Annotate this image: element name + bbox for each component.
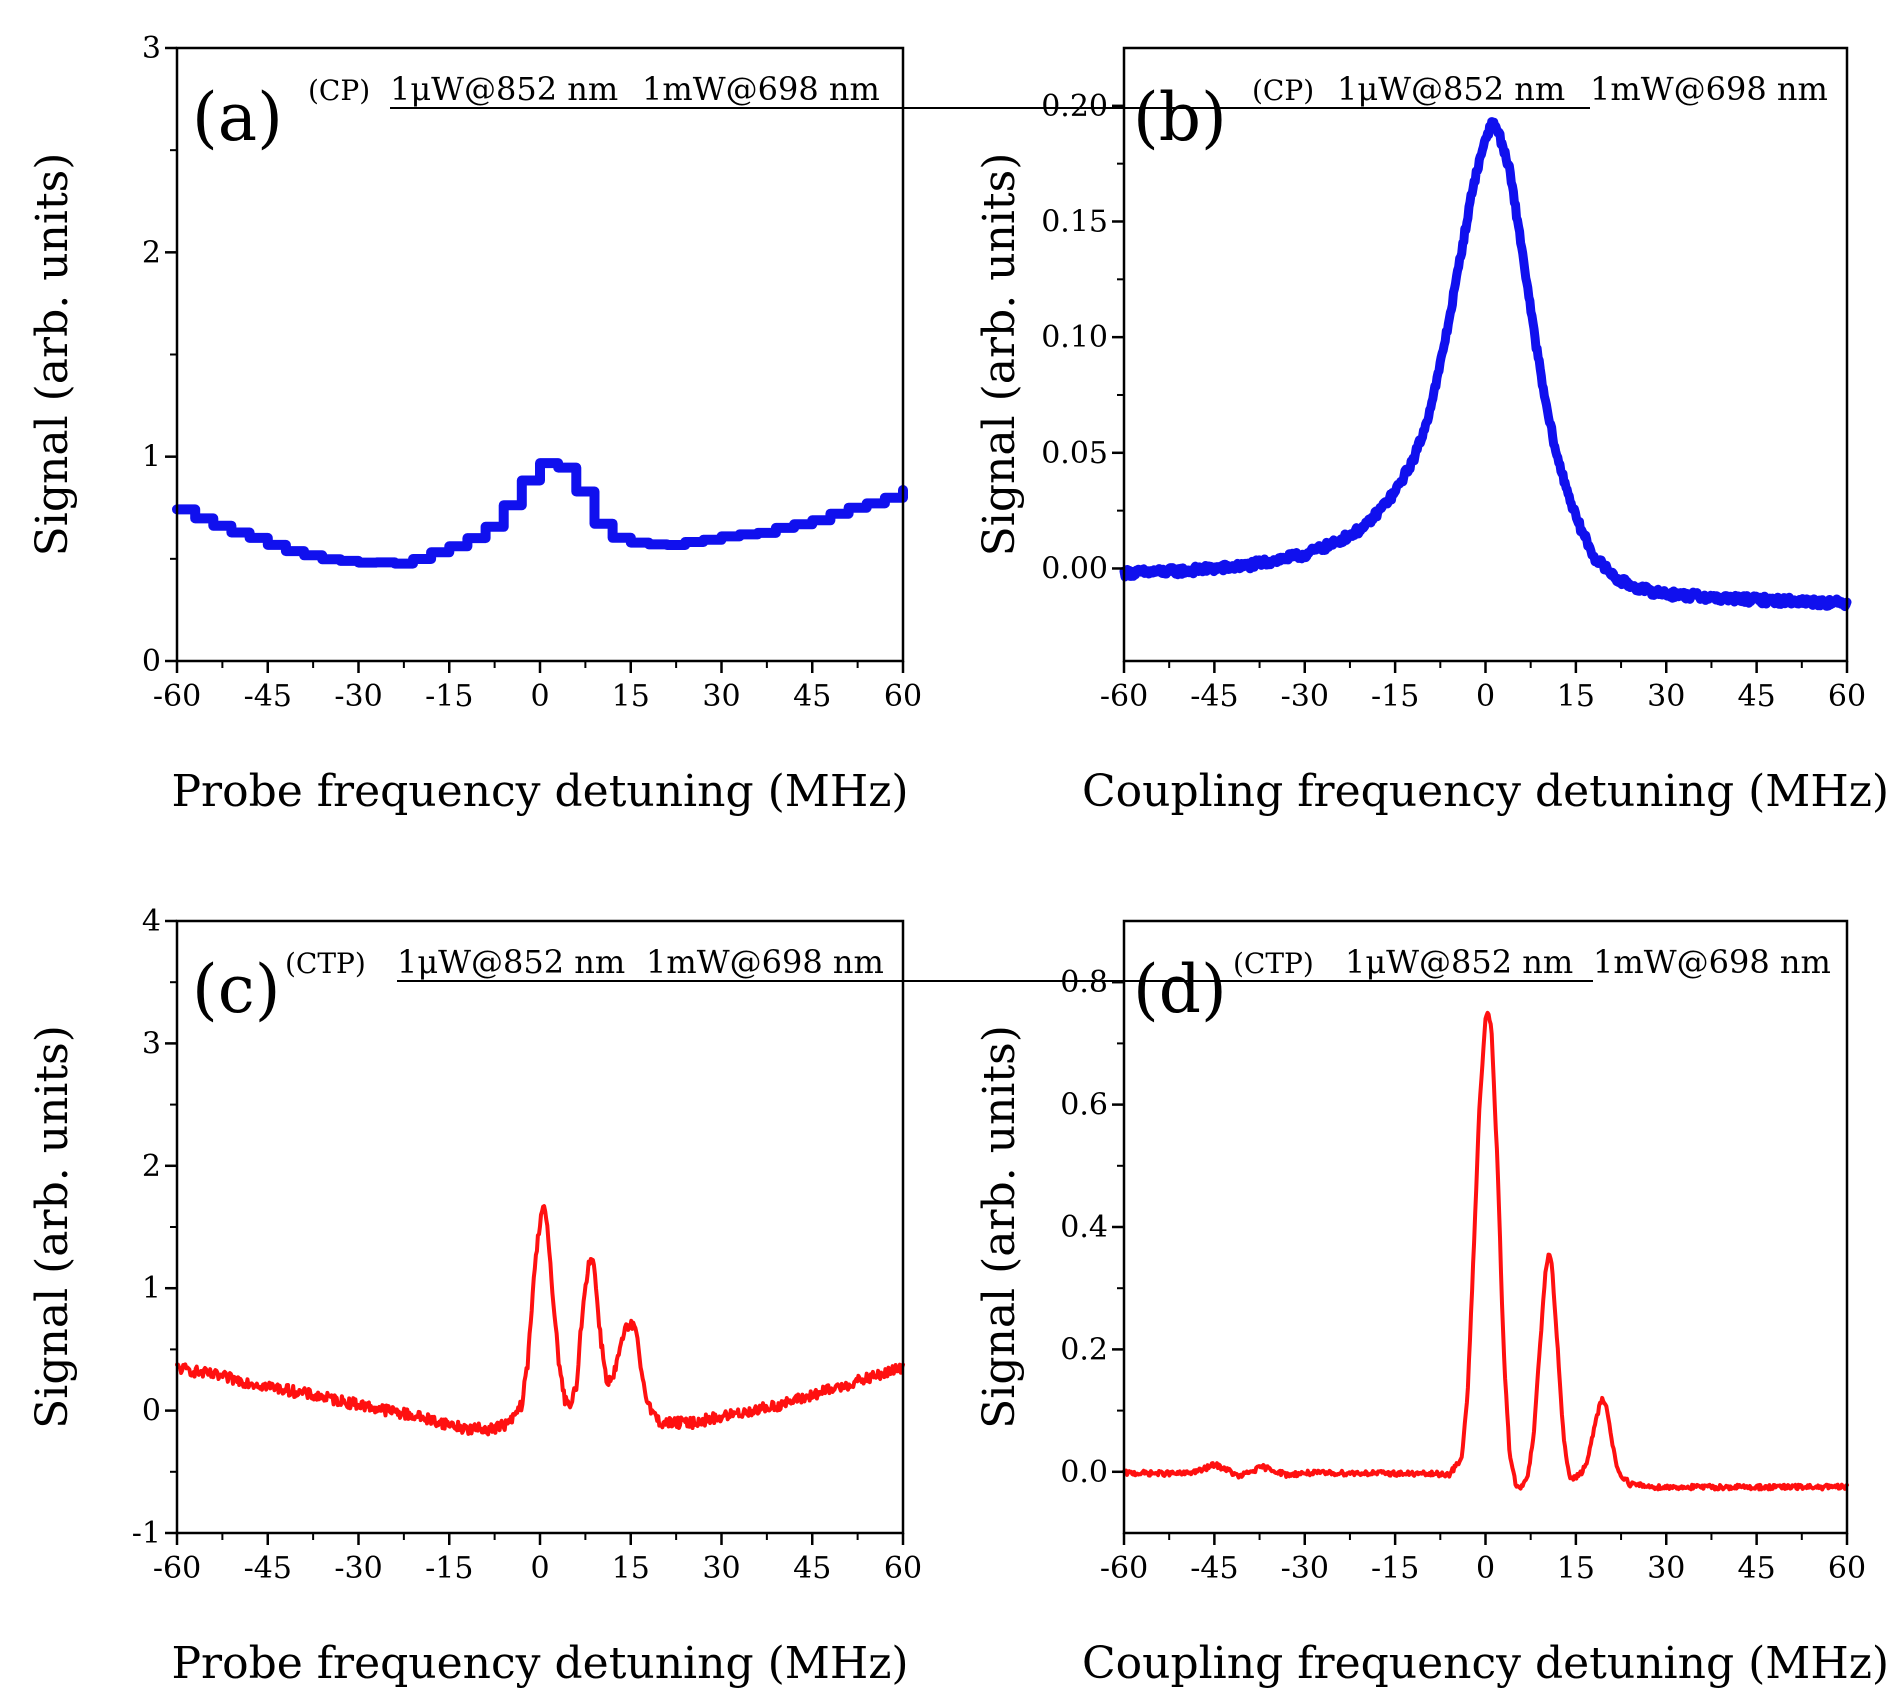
x-axis-title: Coupling frequency detuning (MHz)	[1082, 1638, 1889, 1689]
panel-tag: (CP)	[308, 74, 370, 107]
series-line	[172, 458, 908, 569]
x-tick-label: -30	[1281, 679, 1329, 714]
y-tick-label: 1	[142, 440, 161, 475]
condition-label: 1μW@852 nm	[397, 943, 625, 981]
x-tick-label: 45	[793, 679, 831, 714]
y-tick-label: 0	[142, 644, 161, 679]
panel-letter: (c)	[192, 951, 280, 1028]
x-tick-label: 60	[884, 1551, 922, 1586]
x-tick-label: -45	[1190, 679, 1238, 714]
x-tick-label: 45	[1738, 1551, 1776, 1586]
y-tick-label: 0.15	[1041, 204, 1108, 239]
panel-b: -60 -45 -30 -15 0 15 30 45 60 0.00 0.05 0.10 0.15 0.2…	[630, 46, 1889, 817]
panel-letter: (d)	[1133, 951, 1227, 1028]
series-line	[175, 1204, 905, 1437]
y-tick-label: 0.2	[1060, 1332, 1108, 1367]
x-tick-label: -60	[1100, 679, 1148, 714]
x-tick-label: -30	[1281, 1551, 1329, 1586]
condition-label: 1μW@852 nm	[1345, 943, 1573, 981]
x-tick-label: 0	[530, 679, 549, 714]
x-tick-label: 15	[612, 679, 650, 714]
y-tick-label: 0.0	[1060, 1455, 1108, 1490]
x-tick-label: -60	[1100, 1551, 1148, 1586]
x-tick-label: -15	[1371, 679, 1419, 714]
series-line	[1119, 117, 1852, 612]
x-axis-title: Coupling frequency detuning (MHz)	[1082, 766, 1889, 817]
x-tick-label: -15	[425, 1551, 473, 1586]
x-tick-label: -30	[334, 679, 382, 714]
y-axis-title: Signal (arb. units)	[974, 1025, 1025, 1429]
x-tick-label: -45	[244, 1551, 292, 1586]
x-tick-label: 15	[1557, 679, 1595, 714]
x-tick-label: -15	[425, 679, 473, 714]
y-tick-label: 0.05	[1041, 436, 1108, 471]
y-tick-label: 2	[142, 1149, 161, 1184]
x-tick-label: 45	[793, 1551, 831, 1586]
y-tick-label: 0	[142, 1394, 161, 1429]
x-tick-label: -30	[334, 1551, 382, 1586]
panel-tag: (CTP)	[285, 947, 366, 980]
panel-tag: (CP)	[1252, 74, 1314, 107]
series-line	[1122, 1010, 1849, 1492]
y-tick-label: 2	[142, 235, 161, 270]
x-tick-label: 0	[1476, 1551, 1495, 1586]
x-tick-label: 30	[1647, 1551, 1685, 1586]
y-tick-label: 0.00	[1041, 551, 1108, 586]
x-tick-label: 60	[1828, 679, 1866, 714]
y-tick-label: 3	[142, 31, 161, 66]
condition-label: 1mW@698 nm	[642, 70, 880, 108]
x-tick-label: -15	[1371, 1551, 1419, 1586]
condition-label: 1μW@852 nm	[390, 70, 618, 108]
x-tick-label: 30	[702, 1551, 740, 1586]
y-axis-title: Signal (arb. units)	[27, 153, 78, 557]
panel-tag: (CTP)	[1233, 947, 1314, 980]
x-tick-label: -45	[244, 679, 292, 714]
x-tick-label: -60	[153, 679, 201, 714]
y-tick-label: 4	[142, 904, 161, 939]
x-tick-label: 0	[1476, 679, 1495, 714]
y-axis-title: Signal (arb. units)	[974, 153, 1025, 557]
x-tick-label: 60	[1828, 1551, 1866, 1586]
x-tick-label: 0	[530, 1551, 549, 1586]
panel-a: -60 -45 -30 -15 0 15 30 45 60 0 1 2 3 Probe frequency…	[27, 31, 922, 817]
panel-d: -60 -45 -30 -15 0 15 30 45 60 0.0 0.2 0.4 0.6 0.8 Coup…	[630, 919, 1889, 1689]
x-tick-label: 15	[1557, 1551, 1595, 1586]
x-tick-label: 15	[612, 1551, 650, 1586]
y-axis-title: Signal (arb. units)	[27, 1025, 78, 1429]
plot-frame	[175, 46, 905, 663]
y-tick-label: 0.20	[1041, 89, 1108, 124]
condition-label: 1mW@698 nm	[646, 943, 884, 981]
x-tick-label: 30	[1647, 679, 1685, 714]
condition-label: 1mW@698 nm	[1590, 70, 1828, 108]
condition-label: 1μW@852 nm	[1337, 70, 1565, 108]
y-tick-label: 1	[142, 1271, 161, 1306]
x-tick-label: -60	[153, 1551, 201, 1586]
panel-letter: (b)	[1133, 79, 1227, 156]
y-tick-label: 0.10	[1041, 320, 1108, 355]
x-tick-label: -45	[1190, 1551, 1238, 1586]
x-tick-label: 45	[1738, 679, 1776, 714]
y-tick-label: 0.4	[1060, 1210, 1108, 1245]
x-axis-title: Probe frequency detuning (MHz)	[171, 1638, 908, 1689]
y-tick-label: 0.6	[1060, 1088, 1108, 1123]
panel-letter: (a)	[192, 79, 283, 156]
condition-label: 1mW@698 nm	[1593, 943, 1831, 981]
y-tick-label: 3	[142, 1026, 161, 1061]
x-axis-title: Probe frequency detuning (MHz)	[171, 766, 908, 817]
y-tick-label: -1	[132, 1516, 161, 1551]
x-tick-label: 30	[702, 679, 740, 714]
y-tick-label: 0.8	[1060, 965, 1108, 1000]
panel-c: -60 -45 -30 -15 0 15 30 45 60 -1 0 1 2 3 4 Probe freque…	[27, 904, 922, 1689]
x-tick-label: 60	[884, 679, 922, 714]
